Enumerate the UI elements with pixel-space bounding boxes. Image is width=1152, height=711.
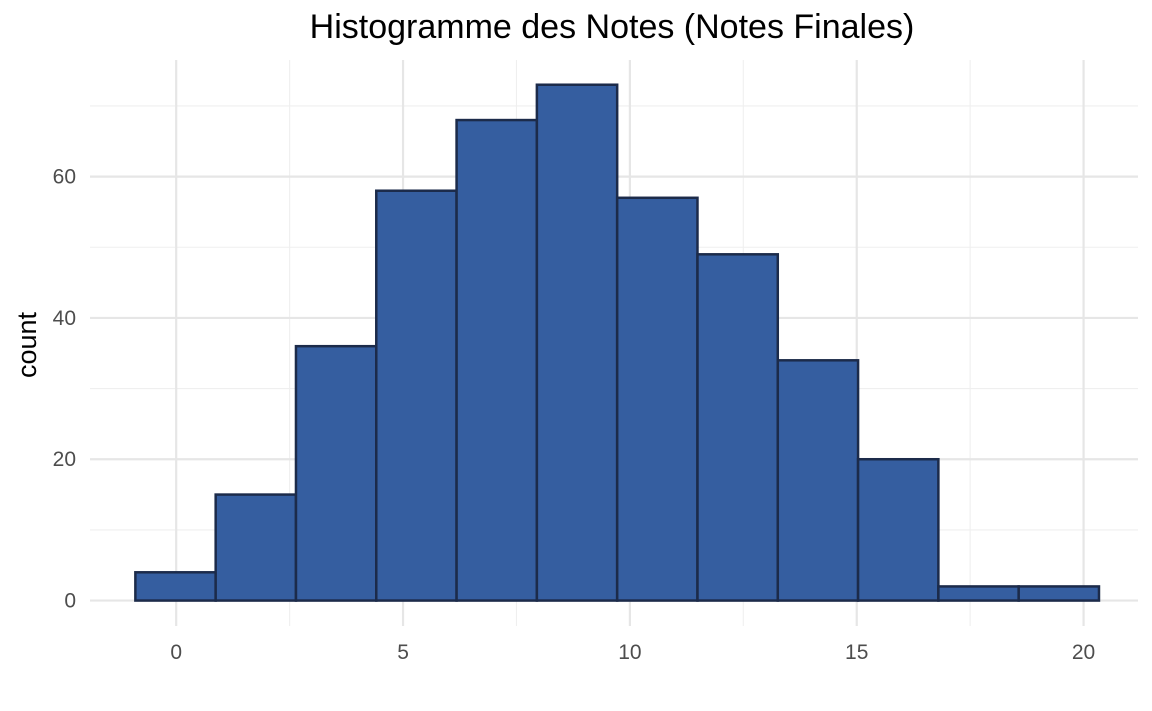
- ticks-layer: 0 5 10 15 20 0 20 40 60: [53, 166, 1096, 664]
- x-tick-label: 0: [170, 641, 182, 664]
- bars-layer: [134, 83, 1101, 602]
- x-tick-label: 15: [845, 641, 868, 664]
- histogram-bar: [776, 359, 860, 602]
- y-tick-label: 20: [53, 448, 76, 471]
- chart-title: Histogramme des Notes (Notes Finales): [310, 8, 915, 46]
- y-axis-title: count: [12, 311, 42, 378]
- histogram-bar: [696, 253, 780, 602]
- histogram-bar: [134, 571, 217, 602]
- histogram-bar: [375, 189, 458, 602]
- histogram-bar: [937, 585, 1020, 602]
- y-tick-label: 40: [53, 307, 76, 330]
- histogram-bar: [294, 344, 378, 602]
- x-tick-label: 5: [397, 641, 409, 664]
- histogram-bar: [214, 493, 298, 602]
- histogram-bar: [535, 83, 619, 602]
- y-tick-label: 60: [53, 166, 76, 189]
- y-tick-label: 0: [64, 590, 76, 613]
- histogram-bar: [1017, 585, 1101, 602]
- histogram-bar: [856, 457, 940, 602]
- histogram-bar: [615, 196, 699, 602]
- x-tick-label: 10: [618, 641, 641, 664]
- x-tick-label: 20: [1072, 641, 1095, 664]
- histogram-bar: [455, 118, 539, 602]
